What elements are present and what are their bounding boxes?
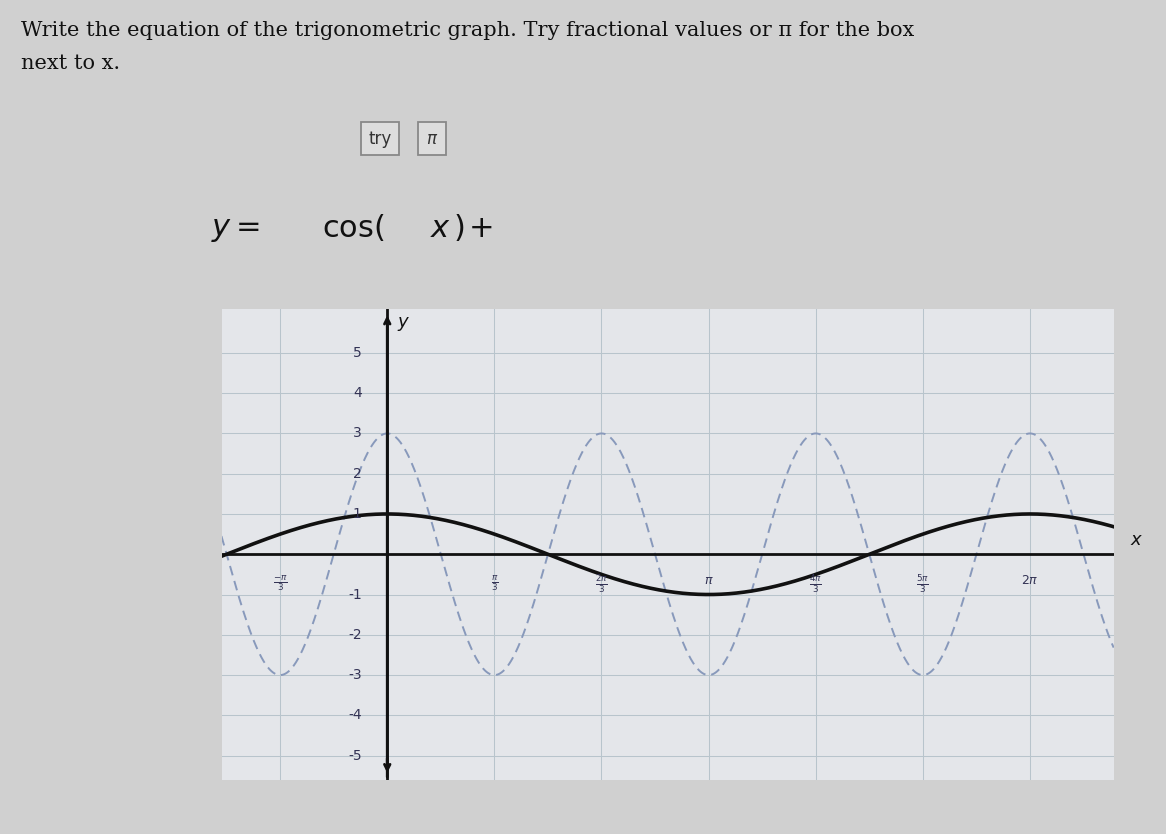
Text: $\frac{4\pi}{3}$: $\frac{4\pi}{3}$	[809, 574, 822, 595]
Text: $y =$: $y =$	[211, 214, 260, 244]
Text: $2\pi$: $2\pi$	[1021, 574, 1039, 586]
Text: -4: -4	[349, 708, 361, 722]
Text: 2: 2	[353, 467, 361, 480]
Text: -1: -1	[347, 587, 361, 601]
Text: y: y	[398, 313, 408, 330]
Text: $x\,)$: $x\,)$	[430, 214, 465, 244]
Text: $\frac{5\pi}{3}$: $\frac{5\pi}{3}$	[916, 574, 929, 595]
Text: next to x.: next to x.	[21, 54, 120, 73]
Text: $\mathrm{cos}($: $\mathrm{cos}($	[322, 214, 385, 244]
Text: x: x	[1131, 531, 1142, 550]
Text: -5: -5	[349, 749, 361, 762]
Text: $\pi$: $\pi$	[426, 130, 438, 148]
Text: $\frac{\pi}{3}$: $\frac{\pi}{3}$	[491, 574, 498, 593]
Text: 1: 1	[353, 507, 361, 521]
Text: $+$: $+$	[468, 214, 492, 244]
Text: $\frac{2\pi}{3}$: $\frac{2\pi}{3}$	[595, 574, 607, 595]
Text: try: try	[368, 130, 392, 148]
Text: 5: 5	[353, 346, 361, 360]
Text: Write the equation of the trigonometric graph. Try fractional values or π for th: Write the equation of the trigonometric …	[21, 21, 914, 40]
Text: $\pi$: $\pi$	[704, 574, 714, 586]
Text: 3: 3	[353, 426, 361, 440]
Text: -3: -3	[349, 668, 361, 682]
Text: 4: 4	[353, 386, 361, 400]
Text: $\frac{-\pi}{3}$: $\frac{-\pi}{3}$	[273, 574, 288, 593]
Text: -2: -2	[349, 628, 361, 642]
